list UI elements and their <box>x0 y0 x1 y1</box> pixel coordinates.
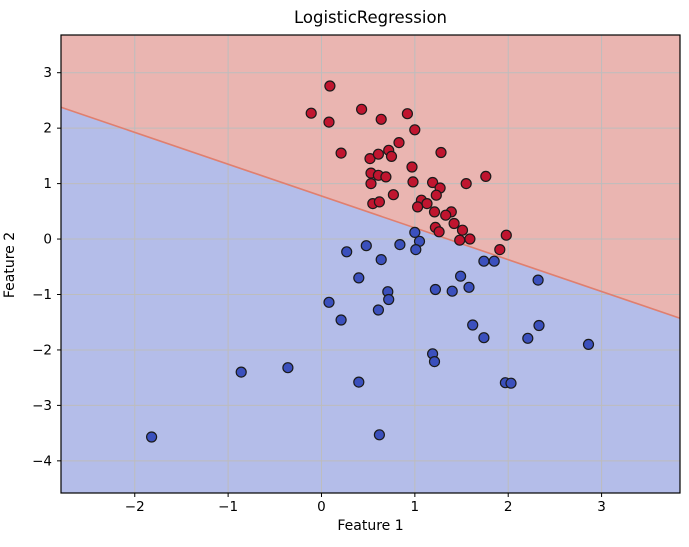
scatter-point-class0 <box>478 255 490 267</box>
scatter-point-class1 <box>387 189 399 201</box>
scatter-point-class0 <box>582 338 595 350</box>
scatter-point-class1 <box>372 148 384 160</box>
scatter-point-class1 <box>385 150 398 162</box>
scatter-point-class1 <box>421 198 433 210</box>
scatter-point-class1 <box>356 103 368 115</box>
scatter-point-class1 <box>365 178 377 190</box>
scatter-point-class1 <box>430 189 442 201</box>
y-tick-label: −3 <box>32 398 52 414</box>
scatter-point-class0 <box>463 281 475 293</box>
scatter-point-class0 <box>488 255 500 267</box>
scatter-point-class1 <box>456 224 469 236</box>
y-tick-label: −2 <box>32 342 52 358</box>
scatter-point-class1 <box>460 178 472 190</box>
scatter-point-class1 <box>407 176 419 188</box>
scatter-point-class0 <box>532 274 544 286</box>
x-tick-label: 1 <box>411 499 420 515</box>
y-tick-label: 1 <box>43 176 52 192</box>
scatter-point-class0 <box>467 319 479 331</box>
scatter-point-class0 <box>146 431 158 443</box>
scatter-point-class0 <box>353 376 365 388</box>
x-axis-label: Feature 1 <box>337 518 404 534</box>
chart-title: LogisticRegression <box>293 8 448 27</box>
scatter-point-class0 <box>455 270 467 282</box>
scatter-point-class1 <box>480 170 492 182</box>
scatter-point-class1 <box>412 201 424 213</box>
y-axis-label: Feature 2 <box>2 231 18 299</box>
y-tick-label: 0 <box>43 232 52 248</box>
scatter-point-class1 <box>335 147 347 159</box>
y-tick-label: −1 <box>32 287 52 303</box>
scatter-point-class1 <box>454 234 466 246</box>
scatter-point-class1 <box>393 137 405 149</box>
scatter-point-class1 <box>464 233 476 245</box>
scatter-point-class1 <box>435 146 447 159</box>
y-tick-label: 3 <box>43 65 52 81</box>
x-tick-label: 0 <box>317 499 326 515</box>
scatter-point-class1 <box>406 161 418 173</box>
scatter-point-class0 <box>394 239 406 251</box>
decision-region-class0 <box>61 107 680 494</box>
scatter-point-class1 <box>500 229 512 241</box>
scatter-point-class0 <box>235 366 247 378</box>
scatter-point-class0 <box>522 332 534 344</box>
scatter-point-class0 <box>533 319 545 332</box>
scatter-point-class0 <box>375 254 387 266</box>
scatter-point-class0 <box>410 244 422 256</box>
scatter-point-class1 <box>373 196 385 208</box>
scatter-point-class1 <box>433 226 445 238</box>
scatter-point-class0 <box>446 285 458 297</box>
x-tick-label: 2 <box>504 499 513 515</box>
scatter-point-class0 <box>360 240 372 252</box>
scatter-point-class0 <box>409 226 421 238</box>
scatter-point-class0 <box>282 362 294 374</box>
scatter-point-class0 <box>373 429 385 441</box>
decision-boundary-line <box>60 106 681 319</box>
y-tick-label: −4 <box>32 453 52 469</box>
scatter-point-class1 <box>494 244 506 256</box>
scatter-point-class0 <box>383 293 395 306</box>
x-tick-label: 3 <box>597 499 606 515</box>
plot-border <box>60 34 681 494</box>
scatter-point-class0 <box>372 304 384 316</box>
scatter-point-class0 <box>505 377 517 389</box>
scatter-point-class0 <box>429 283 441 296</box>
x-tick-label: −2 <box>125 499 145 515</box>
scatter-point-class1 <box>448 217 460 230</box>
scatter-point-class1 <box>401 108 413 120</box>
scatter-point-class0 <box>353 272 365 284</box>
scatter-point-class1 <box>380 171 392 183</box>
y-tick-label: 2 <box>43 121 52 137</box>
scatter-point-class1 <box>324 80 336 92</box>
scatter-point-class1 <box>323 116 335 128</box>
scatter-point-class0 <box>428 356 441 368</box>
x-tick-label: −1 <box>218 499 238 515</box>
scatter-point-class1 <box>409 124 421 136</box>
scatter-point-class1 <box>440 209 452 221</box>
scatter-point-class1 <box>305 107 317 119</box>
scatter-point-class1 <box>375 113 387 125</box>
scatter-point-class0 <box>341 246 353 258</box>
scatter-point-class0 <box>335 314 347 326</box>
scatter-point-class0 <box>478 332 490 344</box>
scatter-point-class1 <box>427 176 439 189</box>
scatter-point-class1 <box>428 206 441 218</box>
scatter-point-class0 <box>323 296 335 308</box>
